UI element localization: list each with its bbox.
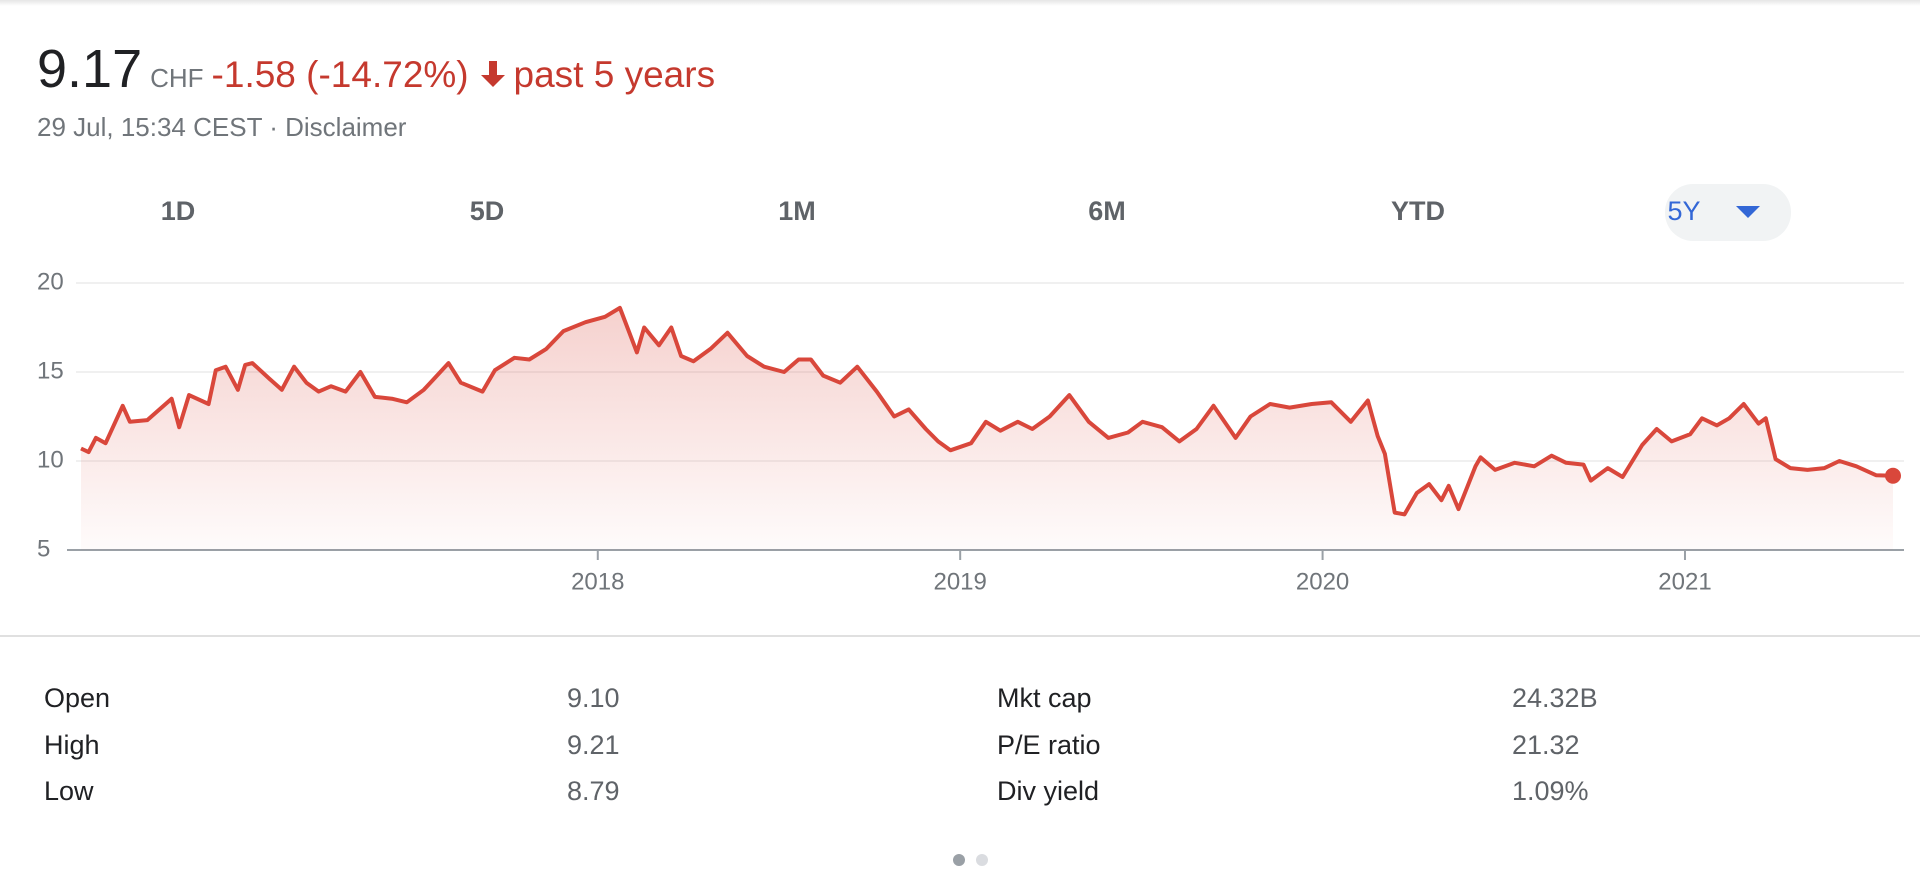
- stat-value: 21.32: [1512, 730, 1580, 760]
- price-line: [80, 305, 1894, 517]
- y-tick-label: 5: [37, 535, 50, 562]
- price-header: 9.17 CHF -1.58 (-14.72%) past 5 years: [37, 38, 715, 100]
- stat-value: 1.09%: [1512, 776, 1589, 806]
- change: -1.58 (-14.72%): [211, 54, 469, 95]
- timestamp-line: 29 Jul, 15:34 CEST · Disclaimer: [37, 112, 406, 143]
- area-fill: [81, 307, 1893, 550]
- page-dot-active[interactable]: [953, 854, 965, 866]
- price: 9.17: [37, 39, 143, 99]
- page-dot[interactable]: [976, 854, 988, 866]
- timestamp: 29 Jul, 15:34 CEST ·: [37, 112, 278, 142]
- stat-label: Div yield: [997, 776, 1100, 806]
- range-tab[interactable]: 5Y: [1667, 196, 1701, 226]
- range-tab[interactable]: YTD: [1391, 196, 1445, 226]
- x-tick-label: 2019: [933, 568, 986, 595]
- last-price-dot: [1885, 467, 1901, 484]
- range-tab[interactable]: 6M: [1088, 196, 1126, 226]
- range-tab[interactable]: 5D: [469, 196, 505, 226]
- x-tick-label: 2021: [1658, 568, 1711, 595]
- chart: 5 10 15 20 2018 2019 2020 2021: [37, 268, 1904, 595]
- y-tick-label: 20: [37, 268, 64, 295]
- stat-label: Low: [44, 776, 94, 806]
- stat-label: Mkt cap: [997, 683, 1092, 713]
- down-arrow: [481, 61, 506, 87]
- currency: CHF: [150, 63, 204, 93]
- stat-value: 9.21: [567, 730, 620, 760]
- selected-range-pill[interactable]: [1665, 184, 1791, 241]
- x-tick-label: 2018: [571, 568, 624, 595]
- dropdown-caret: [1736, 206, 1760, 218]
- stat-value: 8.79: [567, 776, 620, 806]
- y-tick-label: 15: [37, 357, 64, 384]
- top-shadow: [0, 0, 1920, 6]
- stat-value: 24.32B: [1512, 683, 1598, 713]
- stat-label: Open: [44, 683, 111, 713]
- range-tab[interactable]: 1D: [160, 196, 196, 226]
- y-tick-label: 10: [37, 446, 64, 473]
- separator: [0, 635, 1920, 637]
- stat-label: P/E ratio: [997, 730, 1101, 760]
- disclaimer-link[interactable]: Disclaimer: [285, 112, 407, 142]
- stat-label: High: [44, 730, 100, 760]
- x-tick-label: 2020: [1296, 568, 1349, 595]
- period: past 5 years: [513, 54, 716, 95]
- range-tab[interactable]: 1M: [778, 196, 816, 226]
- stat-value: 9.10: [567, 683, 620, 713]
